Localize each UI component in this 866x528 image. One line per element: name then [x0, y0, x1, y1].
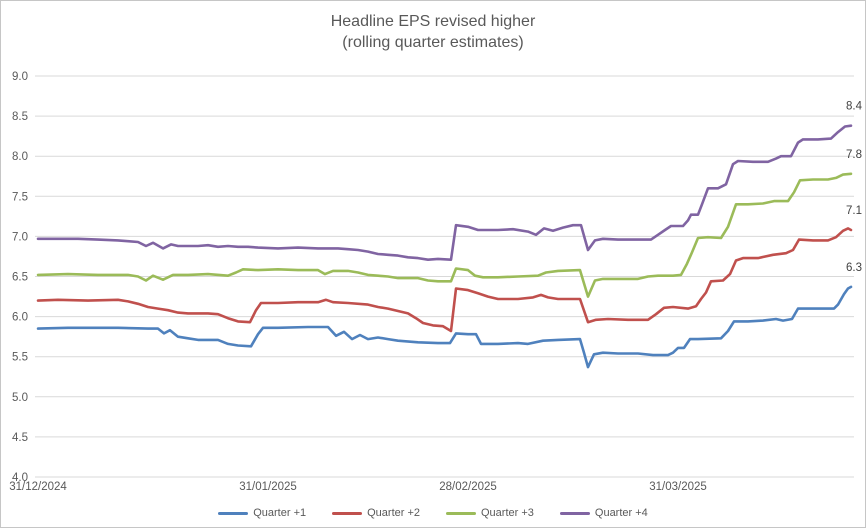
y-axis-label: 4.0: [12, 472, 28, 484]
legend-label: Quarter +2: [367, 507, 420, 519]
legend-item-quarter-plus-1: Quarter +1: [218, 507, 306, 519]
legend-line-swatch: [218, 511, 249, 515]
series-end-label: 7.1: [846, 205, 862, 217]
legend-line-swatch: [332, 511, 363, 515]
x-axis-label: 28/02/2025: [439, 481, 497, 493]
y-axis-label: 5.5: [12, 352, 28, 364]
series-end-label: 6.3: [846, 262, 862, 274]
y-axis-label: 8.5: [12, 111, 28, 123]
legend-item-quarter-plus-4: Quarter +4: [559, 507, 648, 519]
y-axis-label: 9.0: [12, 71, 28, 83]
x-axis-label: 31/03/2025: [649, 481, 707, 493]
legend-line-swatch: [559, 511, 590, 515]
y-axis-label: 4.5: [12, 432, 28, 444]
x-axis-label: 31/01/2025: [239, 481, 297, 493]
series-line-quarter-plus-2: [36, 227, 853, 333]
legend-item-quarter-plus-2: Quarter +2: [332, 507, 420, 519]
legend-label: Quarter +4: [594, 507, 648, 519]
series-end-label: 8.4: [846, 101, 863, 113]
legend-label: Quarter +3: [481, 507, 534, 519]
y-axis-label: 7.0: [12, 231, 28, 243]
legend-label: Quarter +1: [253, 507, 307, 519]
series-line-quarter-plus-4: [36, 124, 853, 262]
y-axis-label: 7.5: [12, 191, 28, 203]
legend-item-quarter-plus-3: Quarter +3: [446, 507, 534, 519]
series-end-label: 7.8: [846, 149, 862, 161]
chart-title-line1: Headline EPS revised higher: [330, 13, 536, 30]
chart-title-line2: (rolling quarter estimates): [342, 34, 524, 51]
y-axis-label: 6.5: [12, 272, 28, 284]
series-line-quarter-plus-1: [36, 285, 853, 369]
legend-line-swatch: [446, 511, 476, 515]
chart-legend: Quarter +1 Quarter +2 Quarter +3 Quarter +4: [1, 507, 865, 519]
y-axis-label: 5.0: [12, 392, 28, 404]
y-axis-label: 8.0: [12, 151, 28, 163]
x-axis-label: 31/12/2024: [9, 481, 67, 493]
series-line-quarter-plus-3: [36, 172, 853, 298]
y-axis-label: 6.0: [12, 312, 28, 324]
chart-title: Headline EPS revised higher (rolling qua…: [1, 11, 865, 53]
